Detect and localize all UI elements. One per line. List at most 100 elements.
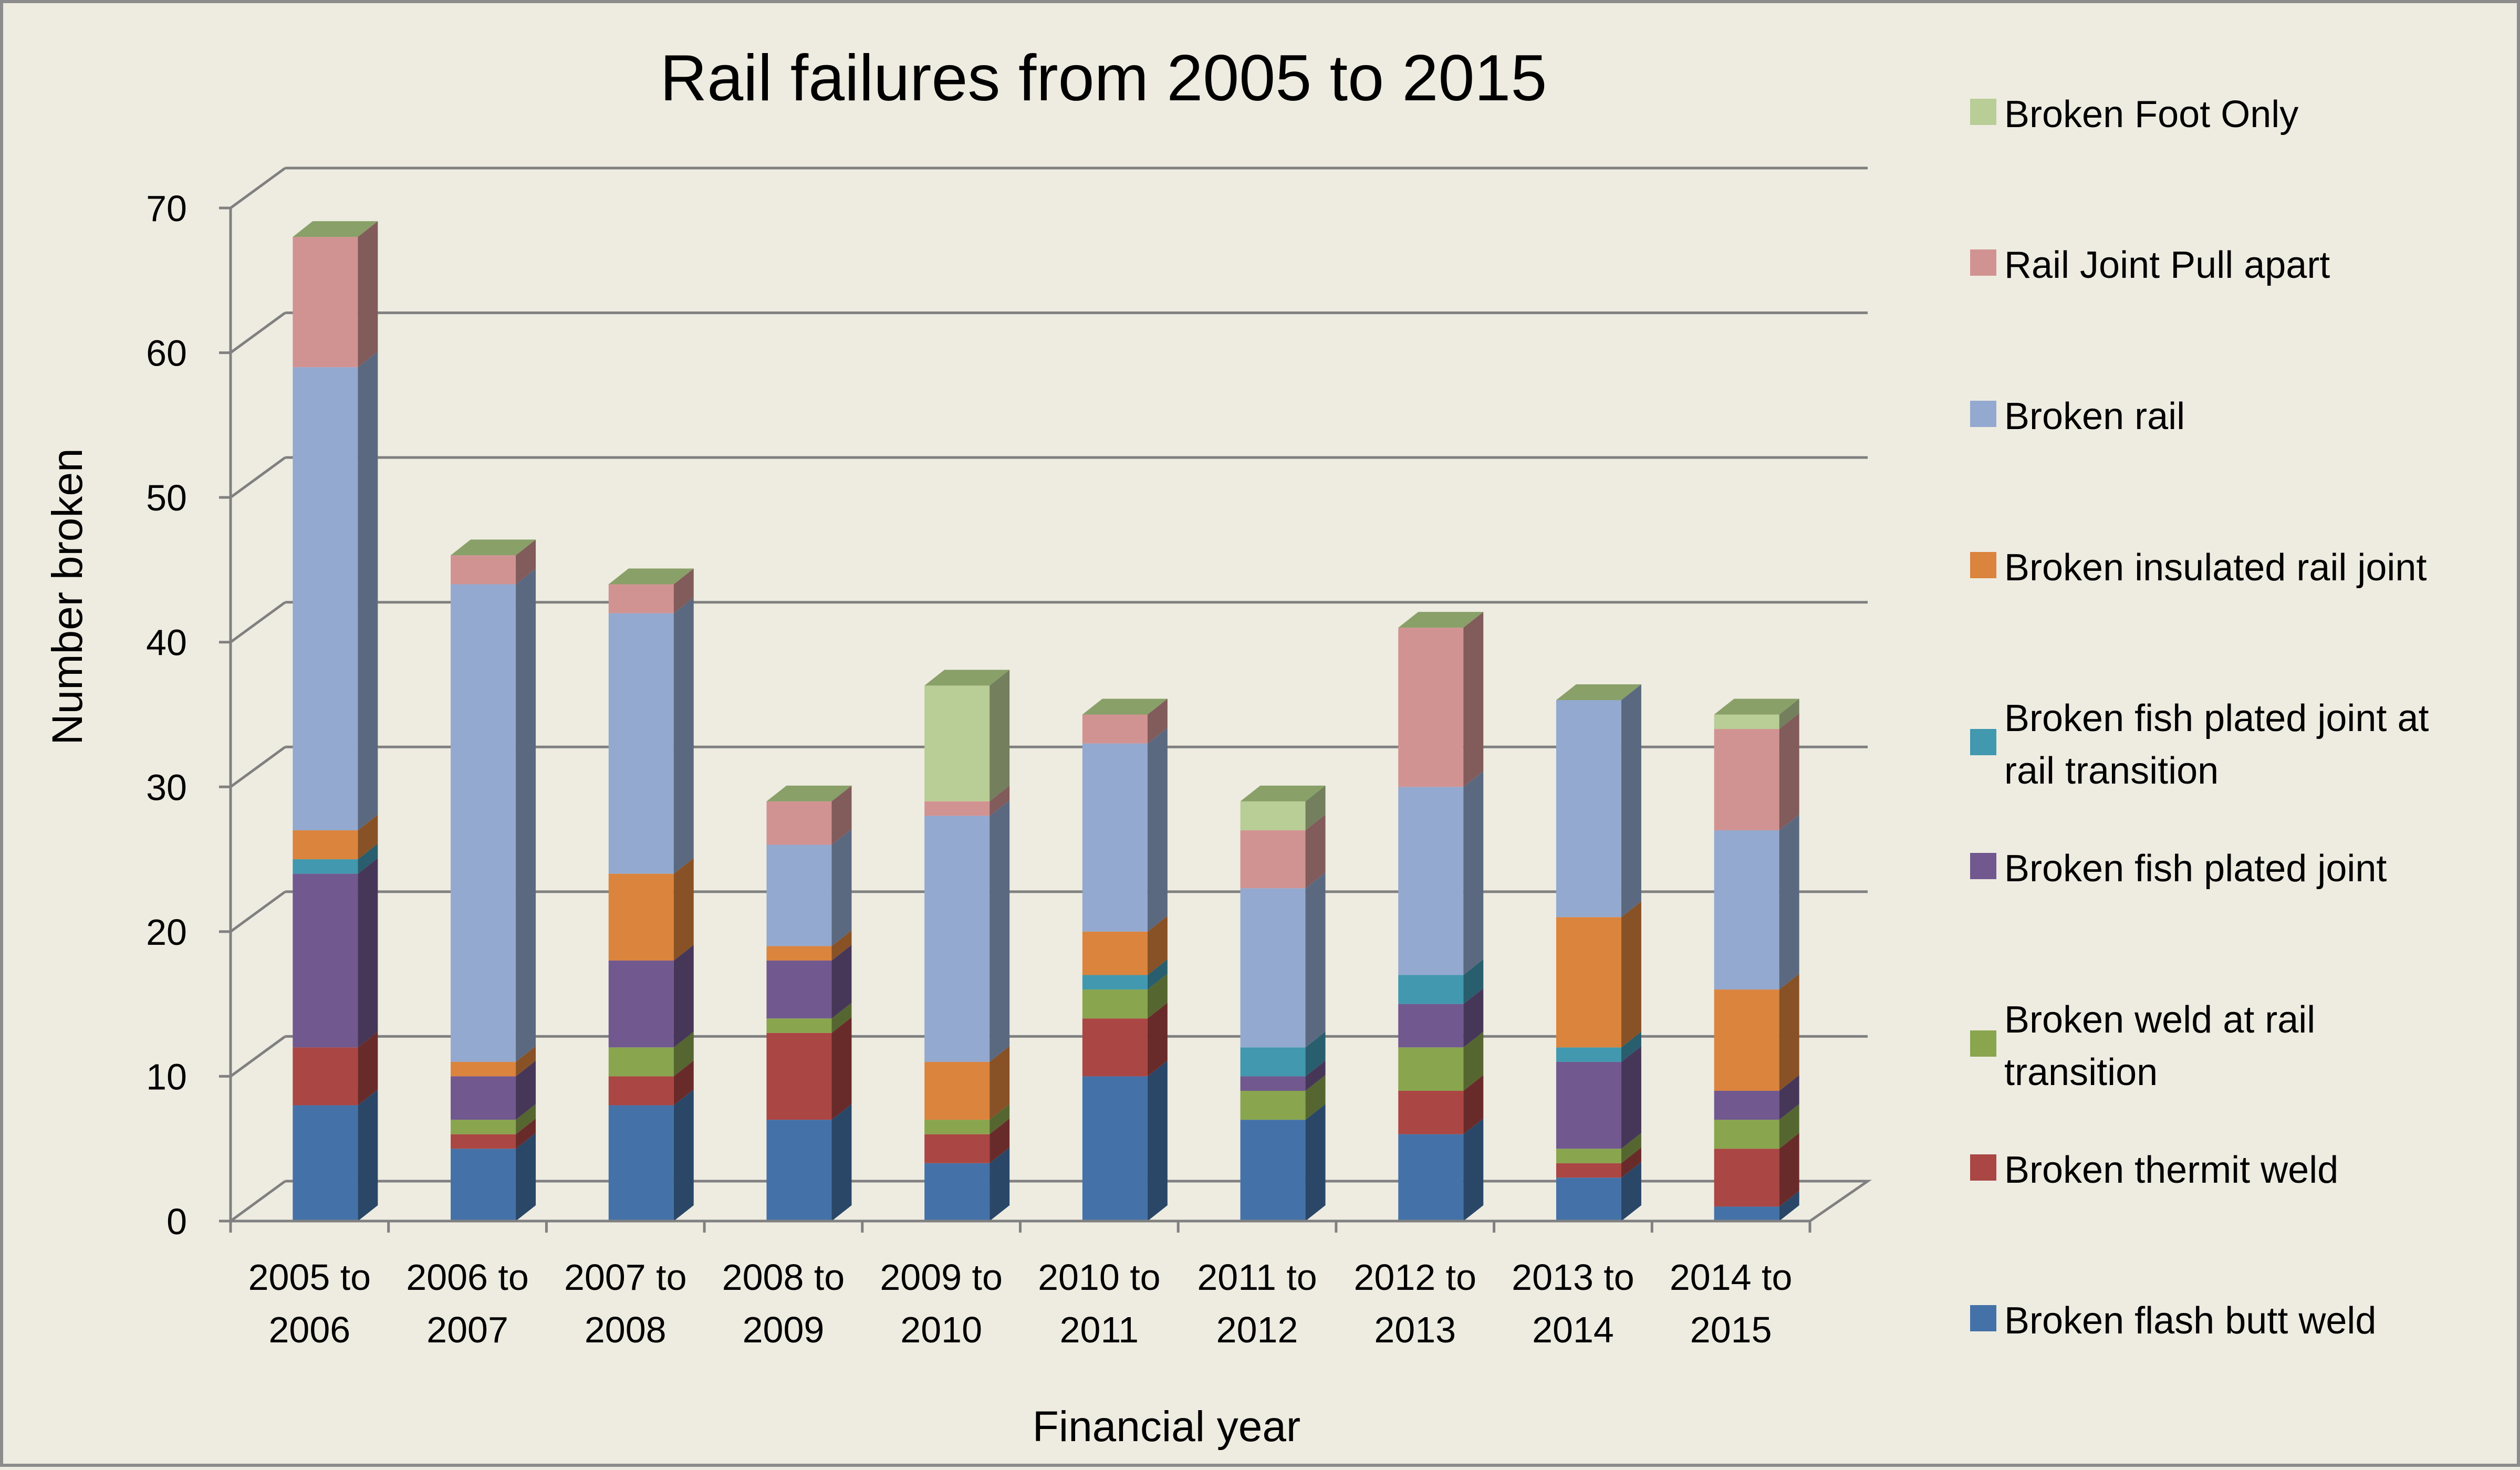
bar-segment xyxy=(1714,1120,1779,1149)
bar-segment xyxy=(608,873,674,961)
bar-top-cap xyxy=(1082,698,1168,715)
bar-segment xyxy=(1082,975,1148,990)
bar-segment xyxy=(608,613,674,874)
legend-swatch xyxy=(1970,853,1996,879)
bar-segment xyxy=(1714,714,1779,729)
legend-label: Broken rail xyxy=(2004,395,2185,437)
bar-segment xyxy=(293,830,358,860)
bar-segment-side xyxy=(1779,1133,1799,1207)
axes-group: 0 10 20 30 40 50 60 70 2005 to 2006 2006 to 2007 200… xyxy=(146,188,1811,1350)
bar-segment xyxy=(1082,989,1148,1019)
bar-segment-side xyxy=(990,1046,1010,1120)
bar-segment-side xyxy=(1621,1133,1641,1163)
legend-swatch xyxy=(1970,1030,1996,1057)
legend-label: Broken weld at rail xyxy=(2004,999,2315,1041)
x-tick-label: 2007 to xyxy=(564,1257,687,1298)
bar-segment-side xyxy=(516,1060,536,1120)
bar-segment xyxy=(1398,628,1464,787)
bar-segment xyxy=(451,584,516,1062)
bar-segment xyxy=(1240,1090,1306,1120)
gridline-depth-2 xyxy=(230,890,286,933)
bar-segment xyxy=(1556,1163,1621,1178)
y-tick-label: 50 xyxy=(146,477,187,518)
bar-segment-side xyxy=(358,221,378,368)
legend-swatch xyxy=(1970,729,1996,755)
bar-segment-side xyxy=(1779,1191,1799,1221)
bar-top-cap xyxy=(293,221,378,237)
legend-swatch xyxy=(1970,99,1996,125)
bar-segment-side xyxy=(831,1003,852,1033)
x-tick-label: 2008 xyxy=(585,1309,667,1350)
bar-segment-side xyxy=(831,944,852,1019)
bar-segment xyxy=(1240,1047,1306,1077)
bar-segment xyxy=(1714,1206,1779,1221)
bar-segment-side xyxy=(1305,814,1326,889)
bar-segment-side xyxy=(1147,915,1168,975)
bar-segment-side xyxy=(516,1104,536,1134)
y-tick-label: 10 xyxy=(146,1056,187,1097)
bar-segment-side xyxy=(831,829,852,946)
bar-segment xyxy=(924,816,990,1062)
chart-title: Rail failures from 2005 to 2015 xyxy=(660,42,1547,114)
bar-segment xyxy=(293,237,358,368)
bar-segment-side xyxy=(1621,901,1641,1048)
bar-segment xyxy=(1398,787,1464,975)
bar-segment xyxy=(1556,1061,1621,1149)
bar-segment-side xyxy=(1305,872,1326,1048)
bar-segment xyxy=(924,1120,990,1134)
bar-segment-side xyxy=(1305,1031,1326,1077)
bar-segment xyxy=(451,555,516,585)
bar-top-cap xyxy=(608,568,694,585)
x-tick-label: 2011 to xyxy=(1197,1257,1317,1298)
bar-segment-side xyxy=(1779,974,1799,1091)
bar-segment xyxy=(293,1105,358,1221)
bar-segment xyxy=(1240,801,1306,830)
legend-label: Broken Foot Only xyxy=(2004,93,2298,135)
x-tick-label: 2009 to xyxy=(880,1257,1003,1298)
bar-segment-side xyxy=(1779,1075,1799,1120)
y-tick-label: 70 xyxy=(146,188,187,229)
bar-segment xyxy=(1398,1004,1464,1048)
bar-segment-side xyxy=(1305,785,1326,830)
bar-segment-side xyxy=(673,597,694,874)
bar-segment-side xyxy=(990,1147,1010,1221)
x-tick-label: 2013 to xyxy=(1512,1257,1634,1298)
legend-label: rail transition xyxy=(2004,750,2219,792)
bar-segment-side xyxy=(673,1060,694,1106)
bar-segment-side xyxy=(1305,1104,1326,1221)
bar-segment xyxy=(1240,1120,1306,1221)
y-tick-label: 40 xyxy=(146,622,187,663)
x-tick-label: 2006 to xyxy=(406,1257,529,1298)
bar-segment-side xyxy=(1621,1046,1641,1149)
bar-segment xyxy=(451,1061,516,1077)
bar-segment xyxy=(1714,1090,1779,1120)
bar-segment-side xyxy=(673,858,694,961)
x-tick-label: 2010 xyxy=(900,1309,982,1350)
bar-segment xyxy=(1082,743,1148,932)
y-tick-label: 0 xyxy=(166,1201,187,1242)
bar-segment xyxy=(766,845,832,946)
bar-segment-side xyxy=(1463,988,1484,1048)
gridline-depth-1 xyxy=(230,1035,286,1078)
bar-segment xyxy=(608,1047,674,1077)
legend-label: Broken fish plated joint at xyxy=(2004,697,2429,739)
bar-segment xyxy=(924,1061,990,1120)
bar-segment-side xyxy=(831,785,852,845)
bar-segment xyxy=(1714,830,1779,990)
bar-segment xyxy=(924,1134,990,1163)
bar-segment xyxy=(1398,975,1464,1004)
legend-swatch xyxy=(1970,1305,1996,1331)
y-axis-title: Number broken xyxy=(44,448,91,745)
bar-segment xyxy=(766,1033,832,1120)
bar-segment xyxy=(608,1105,674,1221)
x-axis-title: Financial year xyxy=(1033,1403,1300,1451)
x-tick-label: 2005 to xyxy=(248,1257,371,1298)
legend-label: Broken thermit weld xyxy=(2004,1149,2338,1191)
bar-segment-side xyxy=(990,785,1010,816)
bar-segment-side xyxy=(1463,612,1484,787)
bar-segment xyxy=(924,801,990,816)
bar-segment-side xyxy=(831,1017,852,1120)
bar-segment xyxy=(766,1018,832,1033)
bar-segment xyxy=(1714,989,1779,1091)
